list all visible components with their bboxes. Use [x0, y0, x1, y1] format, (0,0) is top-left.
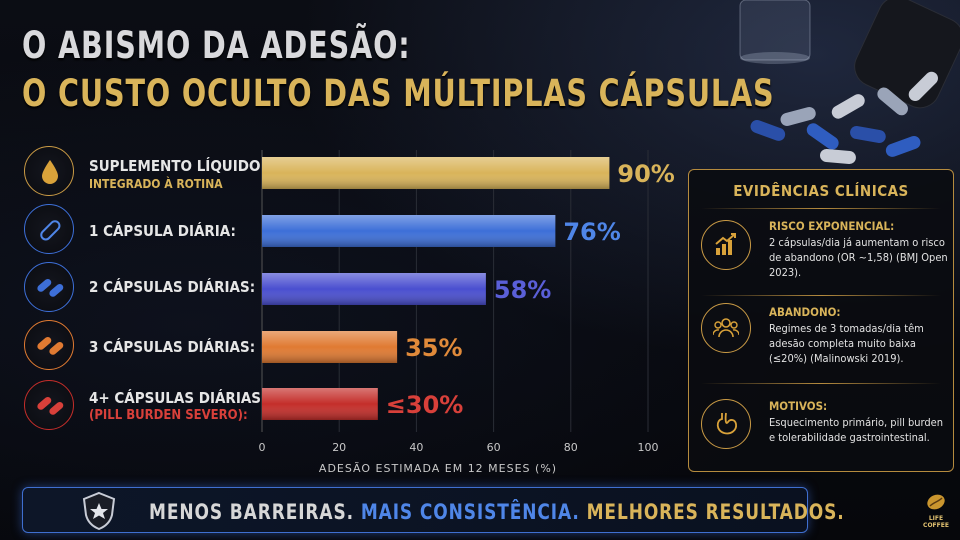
divider — [701, 383, 941, 384]
bar-value-label: 58% — [494, 276, 551, 304]
row-label-liquid: SUPLEMENTO LÍQUIDO: INTEGRADO À ROTINA — [89, 157, 266, 193]
x-axis-label: ADESÃO ESTIMADA EM 12 MESES (%) — [319, 462, 557, 475]
row-label-1-capsule: 1 CÁPSULA DIÁRIA: — [89, 222, 236, 240]
footer-slogan-part3: MELHORES RESULTADOS. — [586, 500, 845, 524]
bar-value-label: 90% — [617, 160, 674, 188]
two-capsules-icon — [24, 262, 74, 312]
row-label-4-capsules-sub: (PILL BURDEN SEVERO): — [89, 408, 248, 423]
growth-chart-icon — [701, 220, 751, 270]
x-tick-label: 40 — [409, 441, 423, 454]
x-tick-label: 100 — [638, 441, 659, 454]
brand-logo: LIFE COFFEE — [916, 490, 956, 532]
row-label-4-capsules: 4+ CÁPSULAS DIÁRIAS (PILL BURDEN SEVERO)… — [89, 389, 261, 425]
footer-slogan-part1: MENOS BARREIRAS. — [149, 500, 355, 524]
footer-slogan-part2: MAIS CONSISTÊNCIA. — [360, 500, 580, 524]
row-label-liquid-sub: INTEGRADO À ROTINA — [89, 177, 223, 191]
logo-text-line1: LIFE — [928, 515, 944, 522]
evidence-risk-head: RISCO EXPONENCIAL: — [769, 219, 895, 233]
x-tick-label: 60 — [487, 441, 501, 454]
liquid-drop-icon — [24, 146, 74, 196]
bar-shading — [262, 215, 556, 247]
evidence-reasons-text: Esquecimento primário, pill burden e tol… — [769, 416, 944, 444]
x-tick-label: 20 — [332, 441, 346, 454]
bar-shading — [262, 157, 610, 189]
footer-banner: MENOS BARREIRAS. MAIS CONSISTÊNCIA. MELH… — [22, 487, 844, 533]
many-capsules-icon — [24, 380, 74, 430]
bar-value-label: 35% — [405, 334, 462, 362]
shield-star-icon — [82, 491, 116, 531]
page-subtitle: O CUSTO OCULTO DAS MÚLTIPLAS CÁPSULAS — [22, 72, 775, 115]
bar-value-label: 76% — [563, 218, 620, 246]
coffee-bean-icon — [927, 494, 945, 510]
evidence-reasons-head: MOTIVOS: — [769, 399, 828, 413]
page-title: O ABISMO DA ADESÃO: — [22, 24, 411, 67]
logo-text-line2: COFFEE — [923, 522, 949, 529]
x-tick-label: 80 — [564, 441, 578, 454]
row-label-liquid-title: SUPLEMENTO LÍQUIDO: — [89, 157, 266, 175]
people-group-icon — [701, 303, 751, 353]
pill-bottle-illustration — [739, 0, 960, 165]
divider — [701, 208, 941, 209]
evidence-panel-title: EVIDÊNCIAS CLÍNICAS — [733, 182, 909, 200]
evidence-abandon-text: Regimes de 3 tomadas/dia têm adesão comp… — [769, 322, 924, 365]
bar-shading — [262, 273, 486, 305]
divider — [701, 295, 941, 296]
stomach-icon — [701, 399, 751, 449]
row-label-4-capsules-title: 4+ CÁPSULAS DIÁRIAS — [89, 389, 262, 407]
evidence-abandon-head: ABANDONO: — [769, 305, 841, 319]
evidence-panel: EVIDÊNCIAS CLÍNICAS RISCO EXPONENCIAL: 2… — [688, 169, 954, 472]
three-capsules-icon — [24, 320, 74, 370]
row-label-3-capsules: 3 CÁPSULAS DIÁRIAS: — [89, 338, 256, 356]
x-tick-label: 0 — [259, 441, 266, 454]
bar-shading — [262, 331, 398, 363]
row-label-2-capsules: 2 CÁPSULAS DIÁRIAS: — [89, 278, 256, 296]
bar-shading — [262, 388, 378, 420]
capsule-icon — [24, 204, 74, 254]
bar-value-label: ≤30% — [386, 391, 464, 419]
footer-slogan: MENOS BARREIRAS. MAIS CONSISTÊNCIA. MELH… — [149, 500, 845, 524]
evidence-risk-text: 2 cápsulas/dia já aumentam o risco de ab… — [769, 236, 948, 279]
